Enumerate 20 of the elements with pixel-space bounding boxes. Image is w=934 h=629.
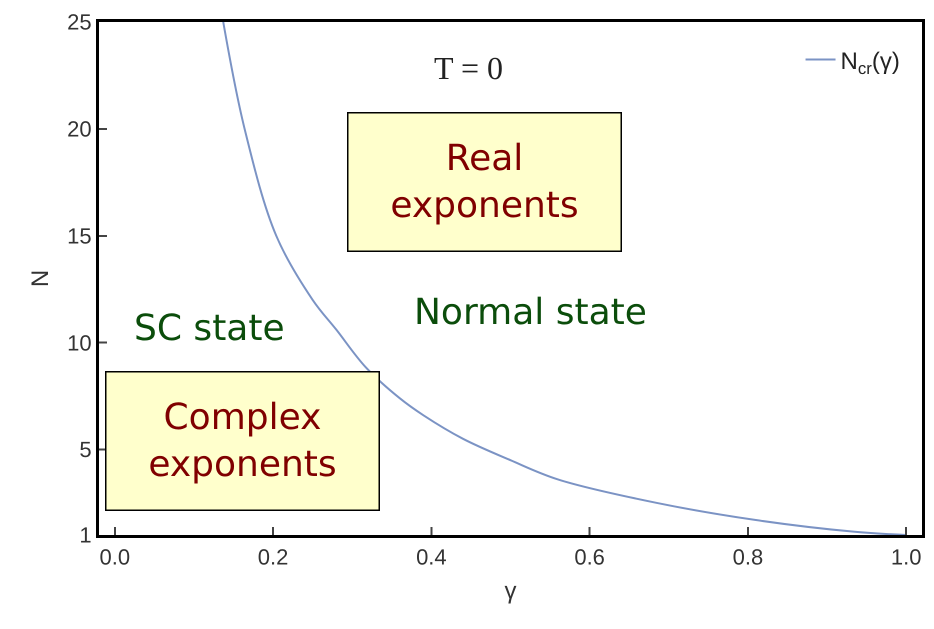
y-axis-title: N	[27, 270, 54, 288]
x-tick-label: 0.8	[732, 544, 764, 570]
x-tick-label: 0.0	[100, 544, 130, 570]
annotation: Real exponents	[390, 138, 579, 226]
y-tick-label: 25	[67, 10, 92, 35]
legend-label: N$_{cr}$(γ)	[840, 48, 900, 78]
y-tick-label: 1	[79, 522, 92, 548]
annotation: Complex exponents	[148, 397, 337, 485]
x-axis-title: γ	[504, 578, 516, 605]
x-tick-label: 0.2	[258, 544, 288, 570]
x-tick-label: 1.0	[890, 544, 922, 570]
x-tick-label: 0.4	[416, 544, 447, 570]
annotation: Normal state	[414, 292, 647, 333]
annotation: T = 0	[434, 50, 504, 86]
x-tick-label: 0.6	[574, 544, 605, 570]
y-tick-label: 10	[67, 330, 92, 356]
y-tick-label: 20	[67, 116, 92, 142]
y-tick-label: 5	[79, 437, 92, 462]
y-tick-label: 15	[67, 223, 92, 248]
annotation: SC state	[134, 308, 285, 349]
